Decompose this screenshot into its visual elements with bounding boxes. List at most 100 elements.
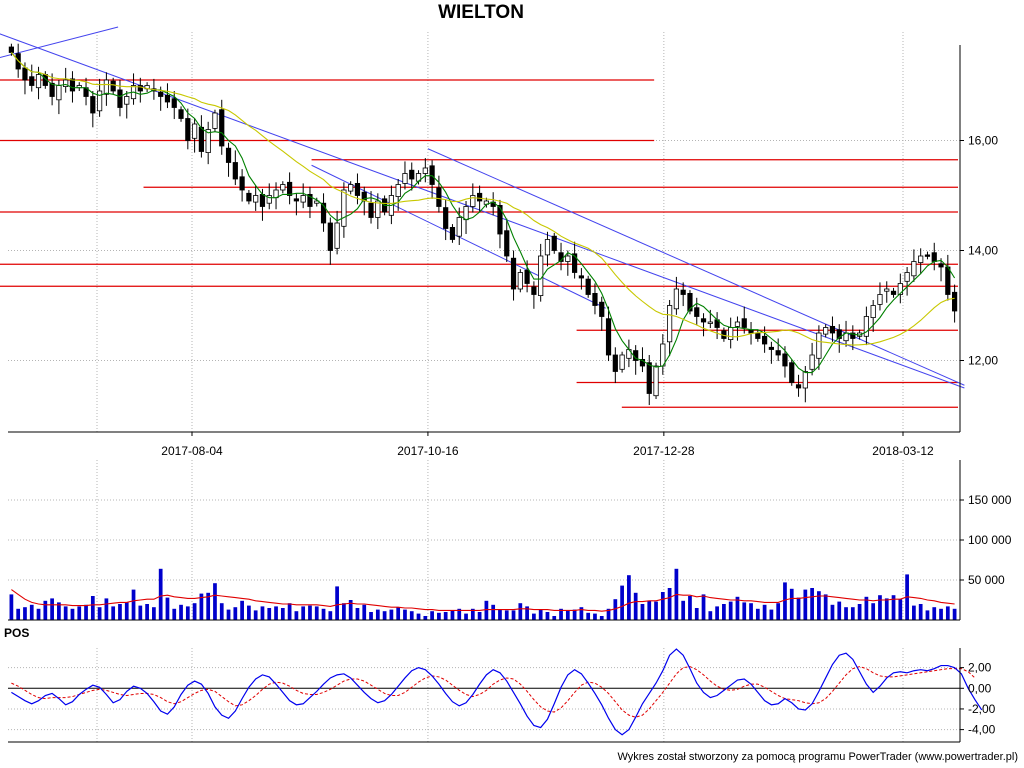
candle-body xyxy=(287,181,293,196)
candle-body xyxy=(646,362,652,394)
candle-body xyxy=(259,193,266,207)
candle-body xyxy=(300,195,306,203)
volume-bar xyxy=(654,601,658,620)
volume-bar xyxy=(620,585,624,620)
candle-body xyxy=(354,182,361,196)
candle-body xyxy=(612,354,618,372)
candle-body xyxy=(449,226,456,240)
volume-bar xyxy=(233,607,238,620)
volume-bar xyxy=(219,603,224,620)
candle-body xyxy=(619,354,625,370)
candle-body xyxy=(341,189,347,227)
volume-bar xyxy=(939,608,943,620)
volume-bar xyxy=(247,605,251,620)
candle-body xyxy=(409,169,415,180)
candle-body xyxy=(836,329,842,339)
volume-bar xyxy=(552,616,557,620)
volume-bar xyxy=(891,595,896,620)
volume-bar xyxy=(464,613,468,620)
volume-bars xyxy=(9,568,957,620)
pos-y-tick-label: 2,00 xyxy=(968,661,992,675)
candle-body xyxy=(293,198,299,202)
volume-bar xyxy=(77,606,82,620)
candle-body xyxy=(375,200,381,218)
candle-body xyxy=(734,321,741,327)
candle-body xyxy=(307,193,313,207)
tick-labels: 2017-08-04 2017-10-16 2017-12-28 2018-03-12… xyxy=(161,134,1011,737)
volume-bar xyxy=(396,607,401,620)
trendline xyxy=(427,148,965,386)
candle-body xyxy=(890,290,897,295)
volume-bar xyxy=(29,604,34,620)
volume-y-tick-label: 150 000 xyxy=(968,493,1012,507)
volume-bar xyxy=(776,603,781,620)
candle-body xyxy=(239,176,245,191)
volume-bar xyxy=(84,604,88,620)
candle-body xyxy=(63,79,69,87)
candle-body xyxy=(470,195,476,207)
x-tick-label: 2018-03-12 xyxy=(872,444,934,458)
candle-body xyxy=(924,254,931,257)
volume-bar xyxy=(884,598,889,620)
candle-body xyxy=(510,257,517,290)
candle-body xyxy=(368,202,374,218)
candle-body xyxy=(741,318,747,328)
candle-body xyxy=(551,235,557,251)
candle-body xyxy=(463,206,469,221)
x-tick-label: 2017-08-04 xyxy=(161,444,223,458)
candle-body xyxy=(931,252,937,262)
candle-body xyxy=(348,184,354,192)
pos-indicator xyxy=(8,648,983,736)
volume-bar xyxy=(287,603,292,620)
pos-y-tick-label: -2,00 xyxy=(968,702,996,716)
volume-bar xyxy=(694,608,699,620)
candle-body xyxy=(578,275,584,279)
candle-body xyxy=(775,350,781,356)
candle-body xyxy=(680,289,686,295)
volume-bar xyxy=(837,601,842,620)
moving-averages xyxy=(10,52,956,374)
volume-bar xyxy=(769,609,774,620)
candle-body xyxy=(755,332,761,339)
volume-bar xyxy=(409,611,414,620)
candle-body xyxy=(395,184,401,197)
volume-bar xyxy=(504,610,509,620)
footer-credit: Wykres został stworzony za pomocą progra… xyxy=(617,751,1018,763)
volume-bar xyxy=(796,597,801,620)
volume-bar xyxy=(538,609,543,620)
volume-bar xyxy=(613,599,618,620)
volume-bar xyxy=(104,598,109,620)
volume-bar xyxy=(688,596,692,620)
axes xyxy=(8,45,964,743)
volume-bar xyxy=(342,603,346,620)
candle-body xyxy=(22,67,28,81)
pos-panel-title: POS xyxy=(4,626,29,640)
candle-body xyxy=(97,90,103,112)
candle-body xyxy=(246,192,252,202)
volume-bar xyxy=(667,588,672,620)
candle-body xyxy=(531,286,537,295)
volume-bar xyxy=(681,600,686,620)
volume-bar xyxy=(898,599,903,620)
volume-bar xyxy=(627,575,631,620)
volume-bar xyxy=(70,608,75,620)
candle-body xyxy=(538,255,544,296)
volume-bar xyxy=(403,609,407,620)
volume-bar xyxy=(783,582,787,620)
volume-bar xyxy=(274,606,278,620)
volume-bar xyxy=(491,604,496,620)
candle-body xyxy=(795,384,802,389)
candle-body xyxy=(35,74,42,89)
sma-long-line xyxy=(10,52,955,346)
candles xyxy=(8,43,958,406)
candle-body xyxy=(49,82,55,97)
candle-body xyxy=(327,222,333,251)
candle-body xyxy=(517,272,523,290)
candle-body xyxy=(178,109,184,119)
volume-bar xyxy=(267,608,272,620)
volume-bar xyxy=(152,607,156,620)
volume-bar xyxy=(762,604,767,620)
volume-bar xyxy=(593,613,597,620)
candle-body xyxy=(653,365,659,397)
